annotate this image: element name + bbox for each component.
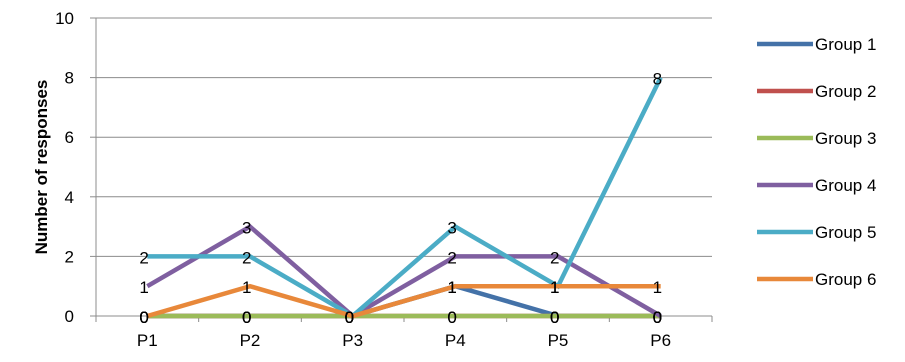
data-label: 0 [345,308,354,327]
data-label: 0 [345,308,354,327]
data-label: 1 [550,278,559,297]
data-label: 8 [653,70,662,89]
data-label: 0 [653,308,662,327]
series-line [146,283,661,319]
data-label: 0 [139,308,148,327]
data-label: 0 [242,308,251,327]
data-label: 0 [550,308,559,327]
y-tick-label: 2 [65,247,74,266]
series-line [147,76,663,319]
data-label: 1 [653,278,662,297]
y-tick-label: 10 [55,9,74,28]
data-label: 0 [550,308,559,327]
data-label: 0 [653,308,662,327]
y-tick-label: 6 [65,128,74,147]
legend: Group 1 Group 2 Group 3 Group 4 Group 5 Group… [757,35,876,289]
y-tick-label: 0 [65,307,74,326]
data-label: 0 [139,308,148,327]
y-tick-label: 4 [65,188,74,207]
x-tick-label: P2 [240,331,261,350]
data-label: 0 [447,308,456,327]
data-label: 2 [139,248,148,267]
data-label: 0 [447,308,456,327]
series-lines [146,76,663,319]
gridlines [96,17,712,257]
data-label: 3 [242,219,251,238]
data-label: 0 [242,308,251,327]
data-label: 1 [447,278,456,297]
data-label: 0 [653,308,662,327]
series-line [146,223,662,319]
data-label: 0 [345,308,354,327]
data-label: 1 [550,278,559,297]
legend-label: Group 5 [815,223,876,242]
legend-label: Group 3 [815,129,876,148]
data-label: 1 [447,278,456,297]
data-label: 0 [345,308,354,327]
x-tick-label: P6 [650,331,671,350]
legend-label: Group 4 [815,176,876,195]
data-label: 0 [139,308,148,327]
x-tick-label: P4 [445,331,466,350]
x-tick-label: P1 [137,331,158,350]
legend-label: Group 2 [815,82,876,101]
y-axis-label: Number of responses [32,80,51,255]
data-label: 0 [242,308,251,327]
x-tick-label: P5 [548,331,569,350]
data-label: 0 [550,308,559,327]
x-tick-label: P3 [342,331,363,350]
legend-label: Group 6 [815,270,876,289]
data-label: 0 [345,308,354,327]
data-label: 0 [139,308,148,327]
data-label: 1 [242,278,251,297]
data-label: 0 [653,308,662,327]
data-label: 1 [139,278,148,297]
data-label: 3 [447,219,456,238]
data-label: 2 [550,248,559,267]
y-tick-label: 8 [65,69,74,88]
data-label: 2 [242,248,251,267]
data-label: 2 [447,248,456,267]
legend-label: Group 1 [815,35,876,54]
data-label: 0 [345,308,354,327]
